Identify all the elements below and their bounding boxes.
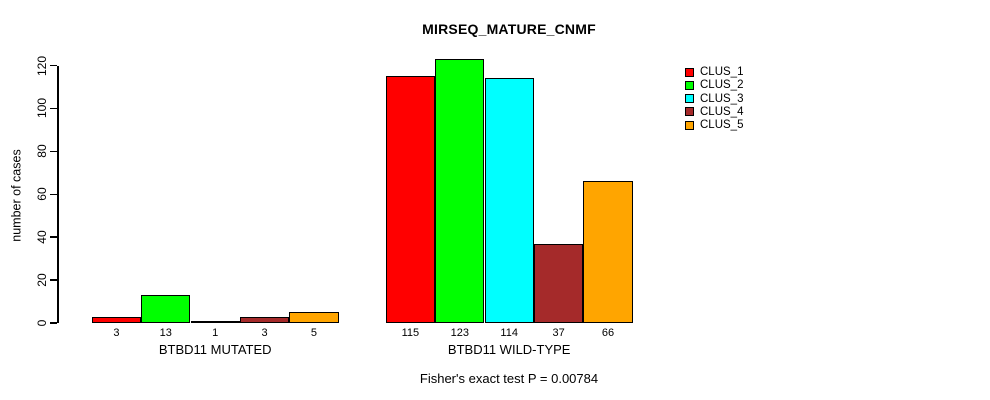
legend-label: CLUS_3 <box>700 92 744 105</box>
bar-value-label: 66 <box>601 326 615 339</box>
bar-value-label: 1 <box>212 326 219 339</box>
legend-item: CLUS_1 <box>685 66 743 79</box>
bar-value-label: 13 <box>159 326 172 339</box>
legend-label: CLUS_2 <box>700 79 744 92</box>
bar-value-label: 3 <box>113 326 120 339</box>
y-tick <box>50 279 57 281</box>
y-tick-label: 0 <box>35 319 49 327</box>
legend-label: CLUS_4 <box>700 105 744 118</box>
legend-swatch <box>685 67 694 77</box>
y-tick-label: 20 <box>35 273 49 287</box>
legend-label: CLUS_5 <box>700 119 744 132</box>
legend-swatch <box>685 107 694 117</box>
bar <box>533 243 584 323</box>
stat-test-caption: Fisher's exact test P = 0.00784 <box>419 371 599 386</box>
y-tick-label: 80 <box>35 144 49 159</box>
bar <box>289 312 339 323</box>
legend-swatch <box>685 120 694 130</box>
y-tick <box>50 322 57 324</box>
bar <box>91 316 142 323</box>
bar <box>239 316 290 323</box>
bar <box>190 320 240 323</box>
legend-swatch <box>685 80 694 90</box>
legend-swatch <box>685 94 694 104</box>
bar-value-label: 37 <box>552 326 565 339</box>
bar <box>583 181 633 323</box>
y-tick <box>50 193 57 195</box>
category-label: BTBD11 WILD-TYPE <box>447 341 571 357</box>
bar-value-label: 115 <box>401 326 420 339</box>
chart-title: MIRSEQ_MATURE_CNMF <box>422 21 596 37</box>
bar-value-label: 3 <box>261 326 268 339</box>
y-tick-label: 120 <box>35 55 49 76</box>
y-tick <box>50 150 57 153</box>
bar-value-label: 114 <box>500 326 518 339</box>
bar <box>385 76 436 323</box>
legend-item: CLUS_5 <box>685 119 743 132</box>
bar <box>484 78 534 323</box>
bar-value-label: 123 <box>450 326 469 339</box>
y-tick-label: 40 <box>35 230 49 244</box>
legend-item: CLUS_2 <box>685 79 743 92</box>
y-tick-label: 60 <box>35 187 49 201</box>
y-tick <box>50 236 57 238</box>
bar <box>435 59 485 323</box>
legend-item: CLUS_4 <box>685 105 743 118</box>
bar-value-label: 5 <box>310 326 318 339</box>
legend-item: CLUS_3 <box>685 92 743 105</box>
y-tick-label: 100 <box>35 98 49 119</box>
bar <box>141 295 191 323</box>
y-axis-line <box>57 65 59 323</box>
category-label: BTBD11 MUTATED <box>158 341 272 357</box>
y-tick <box>50 64 57 67</box>
legend-label: CLUS_1 <box>700 66 744 78</box>
y-tick <box>50 107 57 110</box>
